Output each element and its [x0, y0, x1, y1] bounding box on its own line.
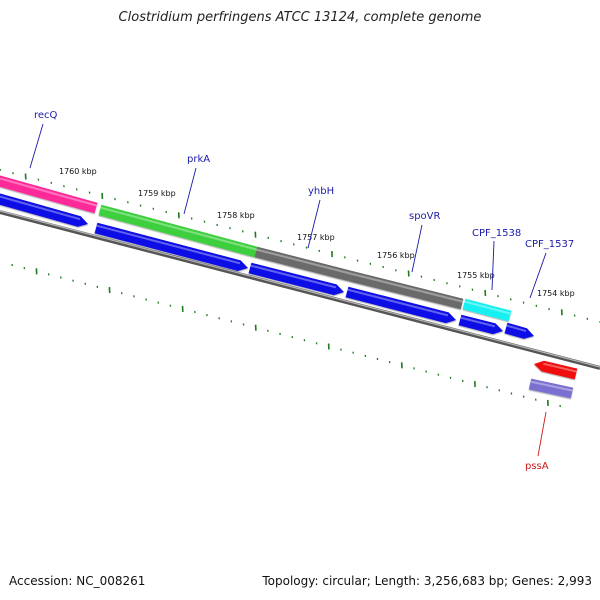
genome-backbone	[0, 210, 600, 370]
gene-arrow-pssa[interactable]	[534, 360, 578, 380]
gene-arrow-pssa-highlight	[543, 362, 577, 373]
callout-line-cpf1537	[529, 252, 547, 299]
kbp-label-1757: 1757 kbp	[297, 233, 335, 242]
callout-line-spovr	[411, 224, 423, 273]
gene-bar-yhbh[interactable]	[254, 246, 352, 282]
gene-arrow-blue-highlight	[250, 264, 337, 289]
gene-features	[0, 175, 578, 399]
callout-line-pssa	[537, 411, 547, 457]
gene-bar-spovr-highlight	[350, 272, 463, 303]
gene-arrow-blue-highlight	[506, 324, 527, 333]
kbp-label-1756: 1756 kbp	[377, 251, 415, 260]
gene-label-cpf1537[interactable]: CPF_1537	[525, 239, 574, 250]
gene-arrow-blue-highlight	[96, 224, 241, 265]
gene-arrow-blue[interactable]	[345, 286, 456, 324]
gene-bar-spovr[interactable]	[348, 270, 464, 310]
gene-label-pssa[interactable]: pssA	[525, 461, 549, 472]
gene-bar-pink-highlight	[0, 177, 97, 207]
callout-line-recq	[29, 123, 44, 169]
gene-arrow-blue-highlight	[460, 316, 496, 328]
gene-arrow-blue-highlight	[347, 288, 449, 317]
gene-bar-prka[interactable]	[98, 204, 258, 258]
callout-line-cpf1538	[491, 240, 495, 291]
accession-text: Accession: NC_008261	[9, 574, 146, 588]
gene-arrow-blue[interactable]	[458, 314, 503, 335]
gene-label-prka[interactable]: prkA	[187, 154, 210, 165]
kbp-label-1754: 1754 kbp	[537, 289, 575, 298]
kbp-label-1755: 1755 kbp	[457, 271, 495, 280]
gene-bar-pink[interactable]	[0, 175, 98, 214]
gene-label-recq[interactable]: recQ	[34, 110, 58, 121]
map-title: Clostridium perfringens ATCC 13124, comp…	[118, 10, 482, 25]
genome-summary-text: Topology: circular; Length: 3,256,683 bp…	[262, 574, 592, 588]
callout-line-yhbh	[307, 199, 321, 249]
gene-bar-purple[interactable]	[528, 378, 574, 399]
kbp-label-1760: 1760 kbp	[59, 167, 97, 176]
gene-arrow-blue[interactable]	[504, 322, 535, 339]
gene-bar-yhbh-highlight	[256, 248, 351, 275]
gene-bar-cpf1538[interactable]	[462, 298, 512, 322]
tick-marks	[0, 168, 600, 408]
gene-bar-purple-highlight	[530, 380, 573, 392]
kbp-label-1758: 1758 kbp	[217, 211, 255, 220]
gene-arrow-blue[interactable]	[94, 222, 248, 271]
gene-bar-prka-highlight	[100, 206, 257, 251]
kbp-label-1759: 1759 kbp	[138, 189, 176, 198]
gene-label-yhbh[interactable]: yhbH	[308, 186, 334, 197]
gene-label-cpf1538[interactable]: CPF_1538	[472, 228, 521, 239]
gene-bar-cpf1538-highlight	[464, 300, 511, 315]
gene-arrow-blue-highlight	[0, 195, 81, 221]
genome-backbone-highlight	[0, 210, 600, 368]
gene-arrow-blue[interactable]	[248, 262, 344, 296]
gene-label-spovr[interactable]: spoVR	[409, 211, 441, 222]
callout-line-prka	[183, 167, 197, 215]
gene-arrow-blue[interactable]	[0, 193, 88, 227]
